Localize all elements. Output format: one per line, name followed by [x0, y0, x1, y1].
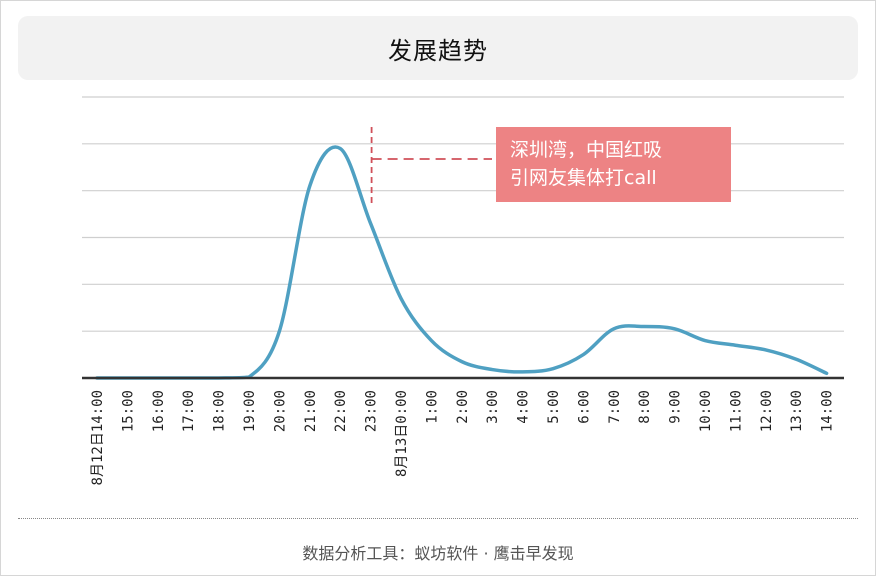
x-tick-label: 21:00	[303, 390, 319, 432]
x-tick-label: 14:00	[820, 390, 836, 432]
title-bar: 发展趋势	[18, 16, 858, 80]
x-tick-label: 18:00	[212, 390, 228, 432]
x-tick-label: 22:00	[333, 390, 349, 432]
x-tick-label: 10:00	[698, 390, 714, 432]
x-tick-label: 23:00	[364, 390, 380, 432]
x-tick-label: 17:00	[181, 390, 197, 432]
x-tick-label: 1:00	[424, 390, 440, 424]
x-tick-label: 19:00	[242, 390, 258, 432]
x-tick-label: 2:00	[455, 390, 471, 424]
footer-divider	[18, 518, 858, 519]
annotation-text: 引网友集体打call	[510, 167, 657, 189]
x-tick-label: 20:00	[272, 390, 288, 432]
x-tick-label: 3:00	[485, 390, 501, 424]
x-tick-label: 12:00	[759, 390, 775, 432]
x-tick-label: 13:00	[789, 390, 805, 432]
page-title: 发展趋势	[388, 36, 488, 65]
annotation-text: 深圳湾，中国红吸	[510, 139, 662, 161]
footer-source: 数据分析工具：蚁坊软件 · 鹰击早发现	[302, 544, 574, 563]
x-tick-label: 15:00	[120, 390, 136, 432]
x-tick-label: 8月12日14:00	[90, 390, 106, 485]
x-tick-label: 4:00	[516, 390, 532, 424]
x-tick-label: 6:00	[576, 390, 592, 424]
x-tick-label: 5:00	[546, 390, 562, 424]
x-tick-label: 8:00	[637, 390, 653, 424]
x-tick-label: 8月13日0:00	[394, 390, 410, 477]
x-tick-label: 11:00	[728, 390, 744, 432]
x-tick-label: 7:00	[607, 390, 623, 424]
annotation-box	[496, 127, 731, 202]
x-tick-label: 9:00	[668, 390, 684, 424]
x-tick-label: 16:00	[151, 390, 167, 432]
